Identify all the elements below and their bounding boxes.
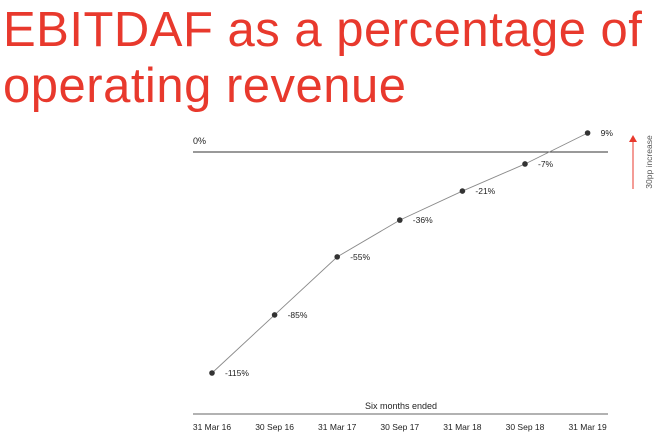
- x-tick-label: 31 Mar 16: [193, 422, 232, 432]
- data-points: [209, 130, 591, 376]
- x-tick-label: 31 Mar 19: [568, 422, 607, 432]
- data-point: [334, 254, 341, 260]
- x-tick-label: 30 Sep 16: [255, 422, 294, 432]
- series-line: [211, 132, 588, 374]
- data-label: 9%: [601, 128, 614, 138]
- increase-annotation-label: 30pp increase: [644, 135, 654, 189]
- zero-reference: 0%: [193, 136, 608, 153]
- increase-arrow-up-icon: [629, 135, 637, 142]
- data-point: [397, 217, 403, 223]
- x-tick-label: 30 Sep 17: [380, 422, 419, 432]
- data-point: [459, 188, 466, 194]
- increase-annotation: 30pp increase: [629, 135, 654, 189]
- data-label: -36%: [413, 215, 433, 225]
- title-line-1: EBITDAF as a percentage of: [3, 3, 643, 57]
- data-point: [209, 370, 215, 376]
- title-line-2: operating revenue: [3, 59, 407, 113]
- data-label: -7%: [538, 159, 554, 169]
- data-label: -115%: [225, 368, 249, 378]
- data-label: -21%: [475, 186, 495, 196]
- data-labels: -115% -85% -55% -36% -21% -7% 9%: [225, 128, 613, 378]
- data-point: [271, 312, 278, 318]
- chart-title: EBITDAF as a percentage of operating rev…: [3, 2, 653, 114]
- data-point: [584, 130, 591, 136]
- x-tick-label: 31 Mar 17: [318, 422, 357, 432]
- data-point: [522, 161, 528, 167]
- x-tick-labels: 31 Mar 16 30 Sep 16 31 Mar 17 30 Sep 17 31 M…: [193, 422, 607, 432]
- zero-label: 0%: [193, 136, 206, 146]
- data-label: -85%: [288, 310, 308, 320]
- x-tick-label: 30 Sep 18: [506, 422, 545, 432]
- x-axis-title: Six months ended: [365, 401, 437, 411]
- x-tick-label: 31 Mar 18: [443, 422, 482, 432]
- data-label: -55%: [350, 252, 370, 262]
